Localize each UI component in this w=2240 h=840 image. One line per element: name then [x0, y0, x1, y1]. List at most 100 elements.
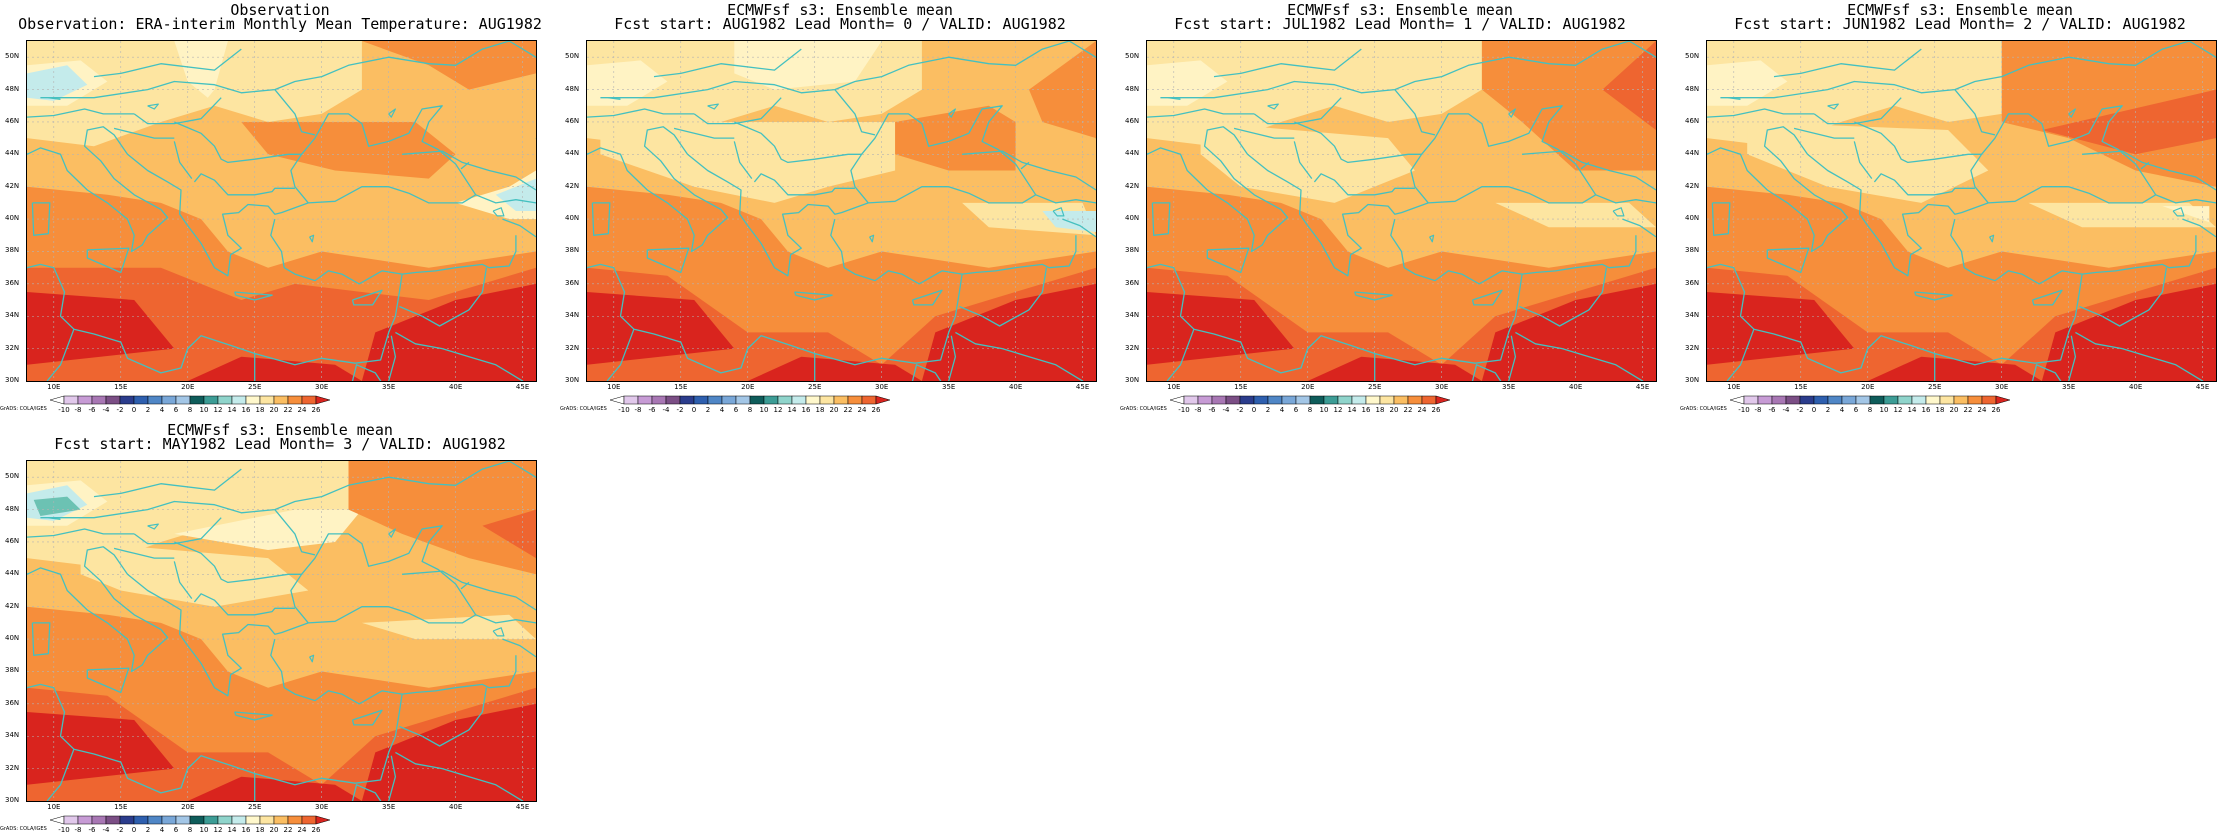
latitude-label: 46N	[565, 116, 580, 125]
colorbar-label: 18	[1375, 406, 1385, 414]
coastline	[1854, 121, 1982, 164]
colorbar-swatch	[1421, 395, 1437, 405]
lake-outline	[948, 108, 956, 118]
colorbar-label: 22	[283, 826, 293, 834]
colorbar-label: 16	[801, 406, 811, 414]
colorbar-swatch	[203, 815, 219, 825]
latitude-label: 42N	[1125, 181, 1140, 190]
coastline	[1354, 291, 1393, 301]
coastline	[733, 141, 753, 179]
temperature-contour-map	[27, 41, 536, 381]
warm-region	[348, 461, 536, 575]
colorbar-swatch	[623, 395, 639, 405]
longitude-label: 40E	[448, 803, 463, 811]
coastline	[399, 267, 488, 327]
coastline	[2155, 194, 2216, 204]
colorbar-label: 20	[829, 406, 839, 414]
coastline	[587, 218, 963, 374]
longitude-label: 15E	[1794, 383, 1808, 391]
colorbar-legend: GrADS: COLA/IGES -10 -8 -6 -4 -2 0 2 4 6 8 10 12 14 1…	[0, 813, 560, 837]
latitude-label: 44N	[5, 569, 20, 578]
colorbar-label: 14	[227, 406, 237, 414]
panel-subtitle: Fcst start: JUN1982 Lead Month= 2 / VALI…	[1734, 15, 2186, 33]
colorbar-label: 8	[1867, 406, 1873, 414]
latitude-label: 40N	[5, 634, 20, 643]
colorbar-label: 4	[1839, 406, 1845, 414]
colorbar-swatch	[791, 395, 807, 405]
colorbar-label: -8	[74, 406, 82, 414]
colorbar-swatch	[875, 395, 891, 405]
coastline	[600, 41, 1070, 99]
colorbar-label: -6	[88, 826, 96, 834]
longitude-label: 45E	[515, 803, 530, 811]
coastline	[955, 331, 1084, 381]
longitude-label: 10E	[47, 803, 61, 811]
colorbar-label: -10	[58, 406, 70, 414]
colorbar-label: 22	[1963, 406, 1973, 414]
coastline	[48, 97, 61, 100]
coastline	[1471, 364, 1502, 381]
colorbar-swatch	[1170, 395, 1185, 405]
colorbar-label: 6	[1293, 406, 1299, 414]
cool-region	[80, 542, 309, 607]
colorbar-label: 12	[213, 406, 223, 414]
coastline	[911, 364, 942, 381]
latitude-label: 32N	[1125, 343, 1140, 352]
longitude-label: 20E	[181, 383, 195, 391]
latitude-label: 36N	[5, 698, 20, 707]
coastline	[234, 711, 273, 721]
colorbar-label: 4	[159, 826, 165, 834]
coastline	[1151, 202, 1171, 236]
coastline	[1914, 291, 1953, 301]
coastline	[1853, 141, 1873, 179]
coastline	[351, 364, 382, 381]
coastline	[508, 461, 536, 479]
colorbar-swatch	[217, 395, 233, 405]
colorbar-label: 2	[1265, 406, 1271, 414]
coastline	[1313, 173, 1415, 196]
panel-title: ECMWFsf s3: Ensemble mean	[727, 1, 953, 19]
longitude-label: 30E	[875, 383, 889, 391]
coastline	[93, 468, 242, 498]
colorbar-swatch	[1743, 395, 1759, 405]
colorbar-swatch	[1995, 395, 2011, 405]
colorbar-swatch	[1351, 395, 1367, 405]
warm-region	[27, 41, 536, 90]
colorbar-swatch	[273, 395, 289, 405]
lake-outline	[2068, 108, 2076, 118]
lake-outline	[1508, 108, 1516, 118]
colorbar-swatch	[1897, 395, 1913, 405]
longitude-label: 20E	[1301, 383, 1315, 391]
colorbar-label: 18	[255, 406, 265, 414]
colorbar-swatch	[133, 395, 149, 405]
grads-credit: GrADS: COLA/IGES	[1680, 406, 1727, 412]
hot-region	[1707, 292, 1855, 365]
coastline	[27, 528, 135, 575]
colorbar-label: -10	[1178, 406, 1190, 414]
graticule	[27, 461, 536, 801]
coastline	[1773, 48, 1922, 78]
map-panel-2: ECMWFsf s3: Ensemble mean Fcst start: JU…	[1120, 0, 1680, 420]
hot-region	[27, 712, 175, 785]
coastline	[1035, 194, 1096, 204]
coastline	[1213, 48, 1362, 78]
temperature-map	[1146, 40, 1657, 382]
colorbar-swatch	[189, 395, 205, 405]
colorbar-swatch	[147, 395, 163, 405]
colorbar-swatch	[1337, 395, 1353, 405]
latitude-label: 44N	[5, 149, 20, 158]
coastline	[1628, 41, 1656, 59]
colorbar-label: 24	[297, 406, 307, 414]
coastline	[591, 202, 611, 236]
colorbar-swatch	[1883, 395, 1899, 405]
latitude-label: 40N	[1125, 214, 1140, 223]
colorbar-swatches	[1730, 395, 2011, 405]
colorbar-swatch	[301, 815, 317, 825]
coastline	[1062, 218, 1096, 238]
coastline	[402, 235, 517, 275]
colorbar-label: 14	[787, 406, 797, 414]
colorbar-label: 20	[269, 406, 279, 414]
colorbar-swatch	[231, 395, 247, 405]
cool-region	[1707, 41, 2042, 147]
coastline	[27, 105, 477, 277]
